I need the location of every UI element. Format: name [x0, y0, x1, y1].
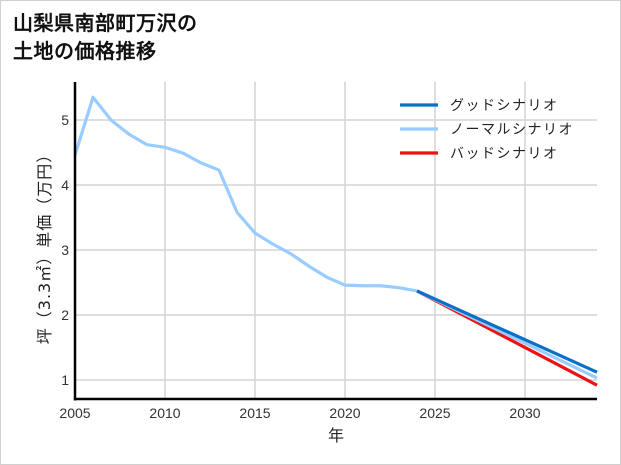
x-tick-label: 2005 [59, 405, 90, 421]
x-tick-label: 2015 [239, 405, 270, 421]
chart-title: 山梨県南部町万沢の 土地の価格推移 [13, 9, 198, 65]
y-tick-label: 5 [61, 112, 69, 128]
y-tick-label: 2 [61, 307, 69, 323]
x-tick-label: 2030 [509, 405, 540, 421]
legend-label-2: バッドシナリオ [450, 146, 559, 162]
x-tick-label: 2020 [329, 405, 360, 421]
y-axis-label: 坪（3.3㎡）単価（万円） [35, 146, 54, 344]
scenario-line-0 [416, 289, 598, 374]
title-line-2: 土地の価格推移 [13, 39, 157, 63]
y-tick-label: 3 [61, 242, 69, 258]
legend-label-0: グッドシナリオ [450, 98, 559, 114]
y-tick-label: 4 [61, 177, 69, 193]
y-tick-label: 1 [61, 372, 69, 388]
x-tick-label: 2025 [419, 405, 450, 421]
x-axis-label: 年 [328, 426, 344, 445]
historical-line [73, 95, 418, 293]
legend-label-1: ノーマルシナリオ [450, 122, 574, 138]
title-line-1: 山梨県南部町万沢の [13, 11, 198, 35]
x-tick-label: 2010 [149, 405, 180, 421]
